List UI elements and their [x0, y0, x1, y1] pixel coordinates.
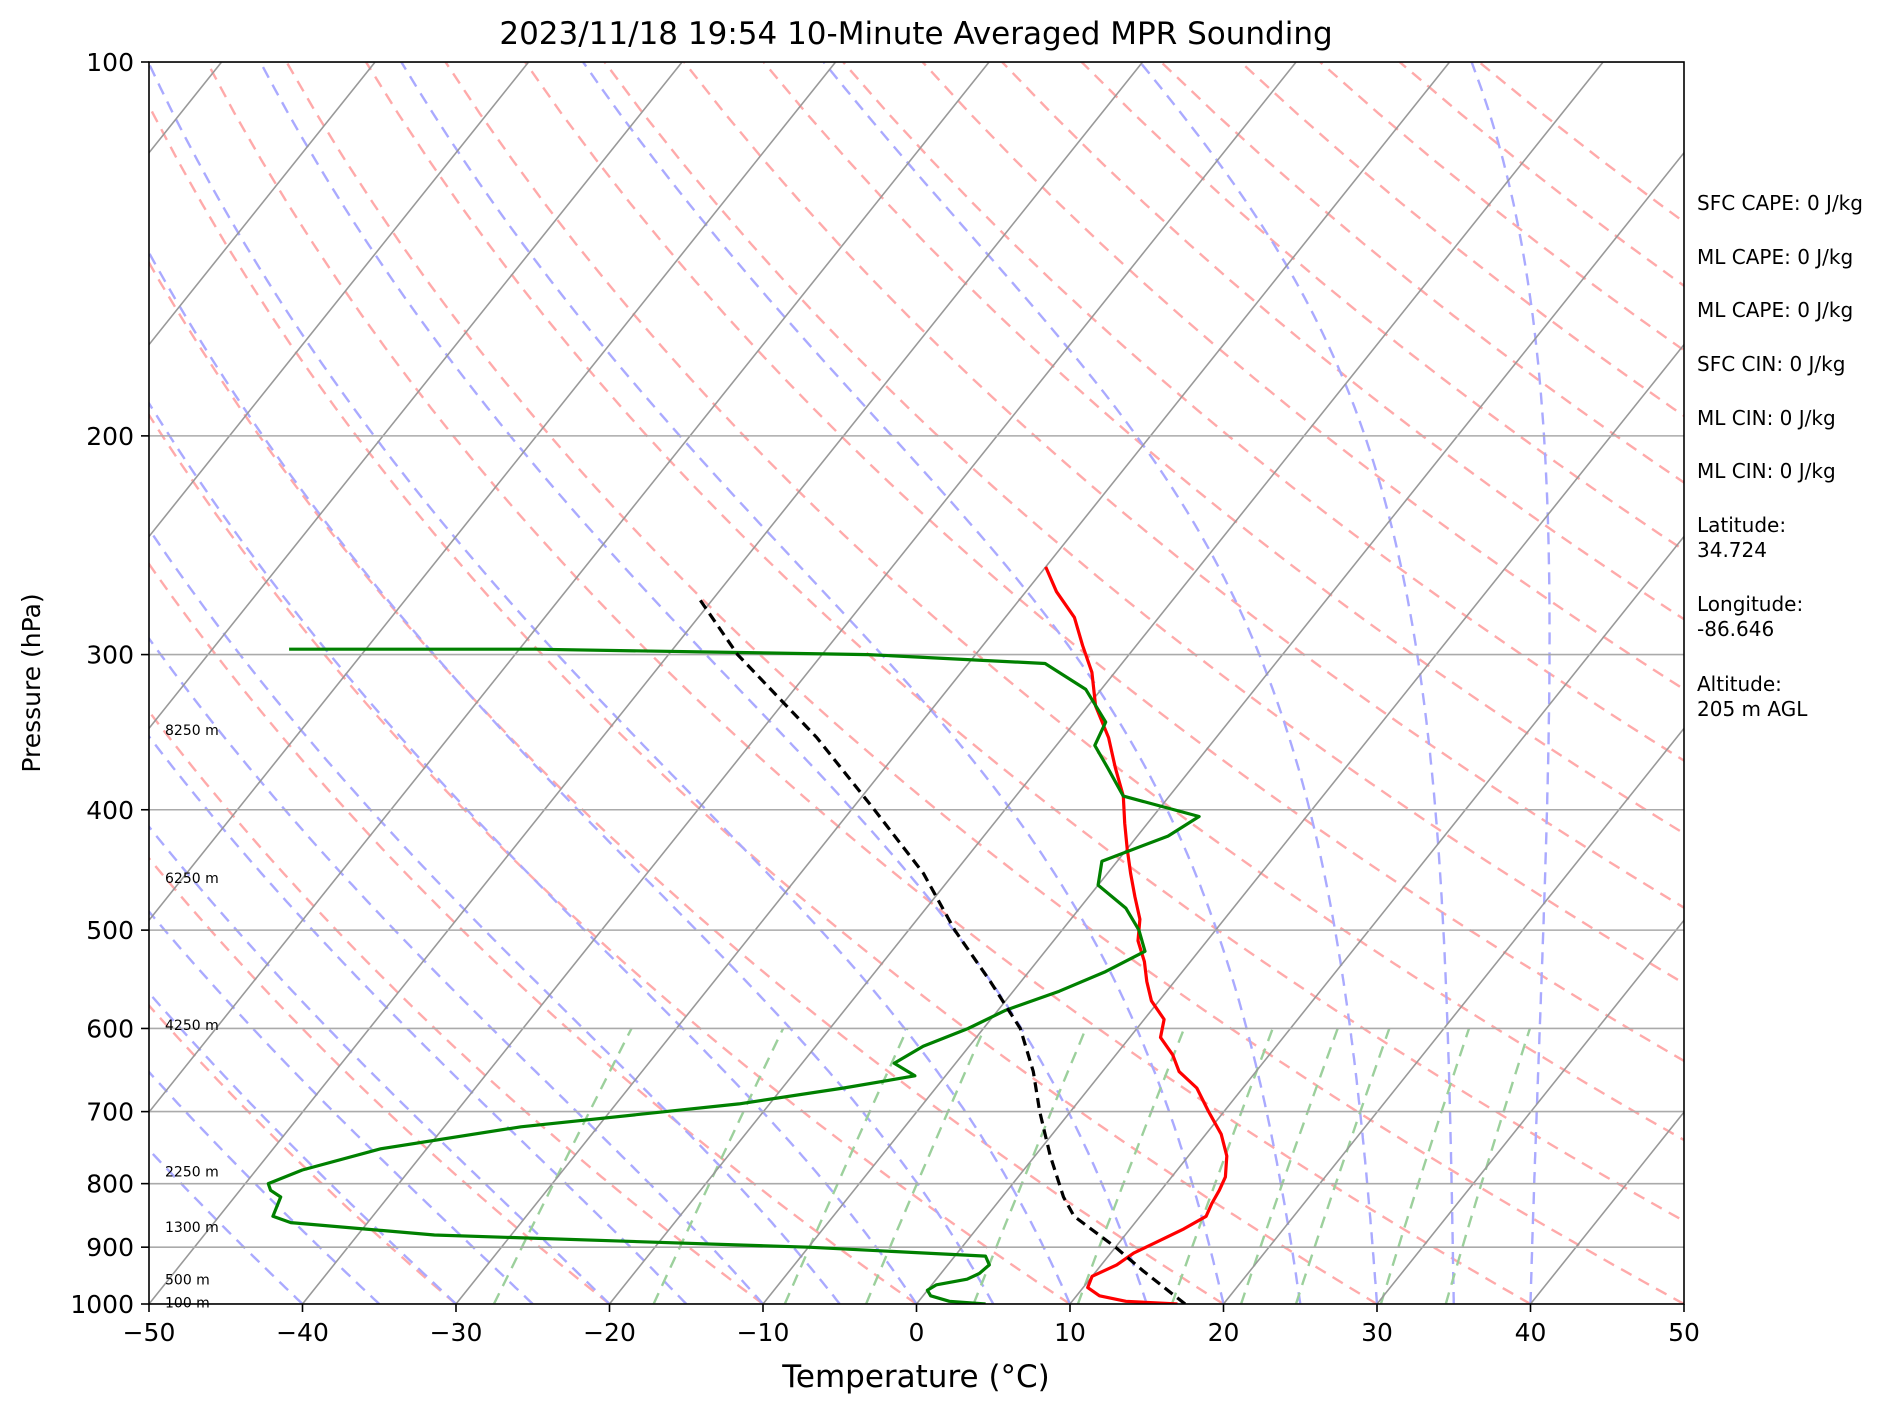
height-label: 500 m	[165, 1273, 210, 1289]
stat-ml-cin: ML CIN: 0 J/kg	[1697, 406, 1836, 431]
stat-sfc-cin: SFC CIN: 0 J/kg	[1697, 352, 1845, 377]
stat-altitude: Altitude: 205 m AGL	[1697, 672, 1807, 722]
y-axis-label: Pressure (hPa)	[17, 593, 46, 772]
stat-sfc-cape: SFC CAPE: 0 J/kg	[1697, 191, 1863, 216]
y-tick-label: 1000	[70, 1290, 134, 1319]
x-tick-label: −50	[123, 1318, 176, 1347]
x-tick-label: 30	[1361, 1318, 1393, 1347]
y-tick-label: 200	[86, 422, 134, 451]
y-tick-label: 400	[86, 796, 134, 825]
height-label: 1300 m	[165, 1220, 219, 1236]
y-tick-label: 700	[86, 1098, 134, 1127]
chart-title: 2023/11/18 19:54 10-Minute Averaged MPR …	[499, 16, 1332, 52]
stat-ml-cin-2: ML CIN: 0 J/kg	[1697, 459, 1836, 484]
y-tick-label: 500	[86, 916, 134, 945]
stat-longitude: Longitude: -86.646	[1697, 592, 1803, 642]
y-tick-label: 600	[86, 1014, 134, 1043]
height-label: 8250 m	[165, 723, 219, 739]
x-tick-label: −30	[430, 1318, 483, 1347]
stat-ml-cape: ML CAPE: 0 J/kg	[1697, 245, 1853, 270]
stat-latitude: Latitude: 34.724	[1697, 513, 1786, 563]
x-tick-label: −10	[737, 1318, 790, 1347]
height-label: 2250 m	[165, 1164, 219, 1180]
x-tick-label: −40	[276, 1318, 329, 1347]
height-label: 100 m	[165, 1295, 210, 1311]
stat-ml-cape-2: ML CAPE: 0 J/kg	[1697, 298, 1853, 323]
x-tick-label: 20	[1208, 1318, 1240, 1347]
y-tick-label: 100	[86, 48, 134, 77]
y-tick-label: 800	[86, 1170, 134, 1199]
x-tick-label: 40	[1515, 1318, 1547, 1347]
height-label: 4250 m	[165, 1018, 219, 1034]
x-axis-label: Temperature (°C)	[781, 1359, 1050, 1395]
x-tick-label: 0	[909, 1318, 925, 1347]
x-tick-label: 50	[1668, 1318, 1700, 1347]
y-tick-label: 900	[86, 1233, 134, 1262]
height-label: 6250 m	[165, 871, 219, 887]
x-tick-label: 10	[1054, 1318, 1086, 1347]
y-tick-label: 300	[86, 641, 134, 670]
x-tick-label: −20	[583, 1318, 636, 1347]
